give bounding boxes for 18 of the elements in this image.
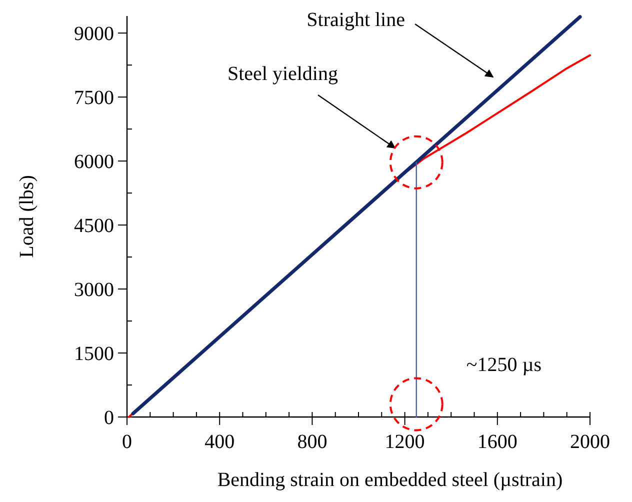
- annotation: Straight line: [306, 9, 406, 31]
- y-tick-label: 6000: [74, 151, 114, 174]
- x-tick-label: 400: [204, 431, 235, 453]
- y-tick-label: 7500: [74, 87, 114, 110]
- y-tick-label: 3000: [74, 279, 114, 302]
- x-tick-label: 1200: [384, 431, 425, 453]
- annotation: Steel yielding: [227, 63, 338, 85]
- y-tick-label: 0: [104, 407, 114, 429]
- x-tick-label: 2000: [570, 431, 610, 453]
- x-tick-label: 800: [297, 431, 328, 453]
- x-tick-label: 1600: [477, 431, 518, 453]
- y-axis-title: Load (lbs): [16, 175, 38, 258]
- x-tick-label: 0: [122, 431, 132, 453]
- annotation: ~1250 µs: [466, 354, 542, 376]
- x-axis-title: Bending strain on embedded steel (µstrain): [217, 469, 563, 491]
- y-tick-label: 4500: [74, 215, 114, 238]
- y-tick-label: 1500: [74, 343, 114, 366]
- y-tick-label: 9000: [74, 23, 114, 46]
